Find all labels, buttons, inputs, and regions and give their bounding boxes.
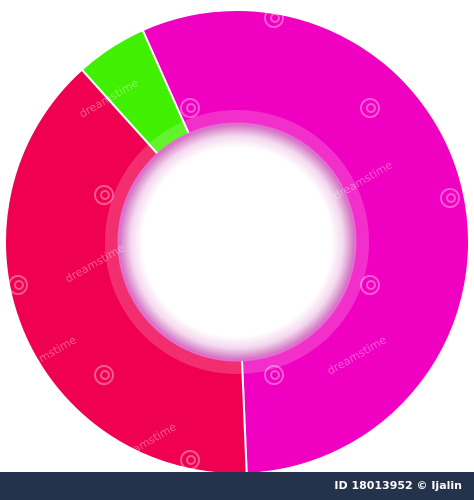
swirl-icon [180,98,200,118]
swirl-icon [360,98,380,118]
swirl-icon [264,365,284,385]
swirl-icon [8,98,28,118]
swirl-icon [360,275,380,295]
slices-layer [4,9,470,472]
donut-hole [117,122,357,362]
swirl-icon [8,450,28,470]
swirl-icon [94,185,114,205]
swirl-icon [264,8,284,28]
swirl-icon [94,8,114,28]
swirl-icon [8,275,28,295]
swirl-icon [180,450,200,470]
swirl-icon [440,188,460,208]
swirl-icon [440,8,460,28]
swirl-icon [180,275,200,295]
swirl-icon [440,365,460,385]
donut-chart: dreamstime dreamstime dreamstime dreamstime… [4,8,470,472]
swirl-icon [264,188,284,208]
footer-id-text: ID 18013952 © Ijalin [334,479,462,492]
swirl-icon [360,450,380,470]
swirl-icon [94,365,114,385]
footer-bar: ID 18013952 © Ijalin [0,472,474,500]
